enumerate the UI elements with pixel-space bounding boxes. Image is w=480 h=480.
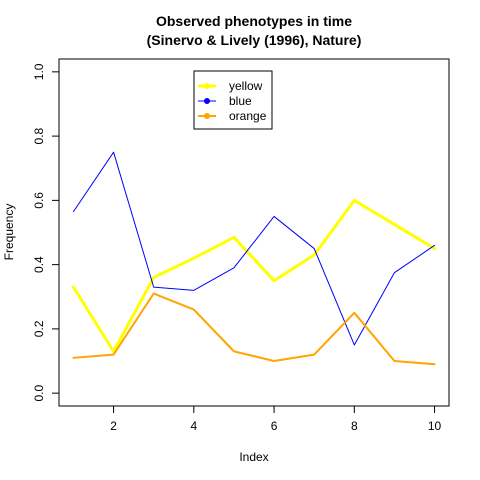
- series-line-yellow: [71, 198, 437, 353]
- x-tick-label: 8: [351, 419, 358, 433]
- legend-marker-blue: [204, 98, 210, 104]
- y-tick-label: 0.0: [32, 384, 46, 401]
- y-axis-title: Frequency: [2, 204, 16, 261]
- x-tick-label: 4: [190, 419, 197, 433]
- x-axis: 2 4 6 8 10: [73, 405, 442, 433]
- legend-marker-yellow: [204, 83, 210, 89]
- legend-label-orange: orange: [229, 109, 267, 123]
- y-tick-label: 0.4: [32, 256, 46, 273]
- x-tick-label: 10: [428, 419, 442, 433]
- y-axis: 0.0 0.2 0.4 0.6 0.8 1.0: [32, 63, 60, 401]
- x-tick-label: 2: [110, 419, 117, 433]
- series-line-blue: [72, 151, 436, 346]
- chart-subtitle: (Sinervo & Lively (1996), Nature): [147, 32, 362, 48]
- x-tick-label: 6: [271, 419, 278, 433]
- y-tick-label: 1.0: [32, 63, 46, 80]
- y-tick-label: 0.8: [32, 127, 46, 144]
- y-tick-label: 0.2: [32, 320, 46, 337]
- legend-label-yellow: yellow: [229, 79, 263, 93]
- x-axis-title: Index: [239, 450, 268, 464]
- chart-title: Observed phenotypes in time: [156, 13, 352, 29]
- legend-label-blue: blue: [229, 94, 252, 108]
- y-tick-label: 0.6: [32, 192, 46, 209]
- series-line-orange: [72, 292, 436, 366]
- legend-marker-orange: [204, 113, 210, 119]
- series-layer: [71, 151, 437, 366]
